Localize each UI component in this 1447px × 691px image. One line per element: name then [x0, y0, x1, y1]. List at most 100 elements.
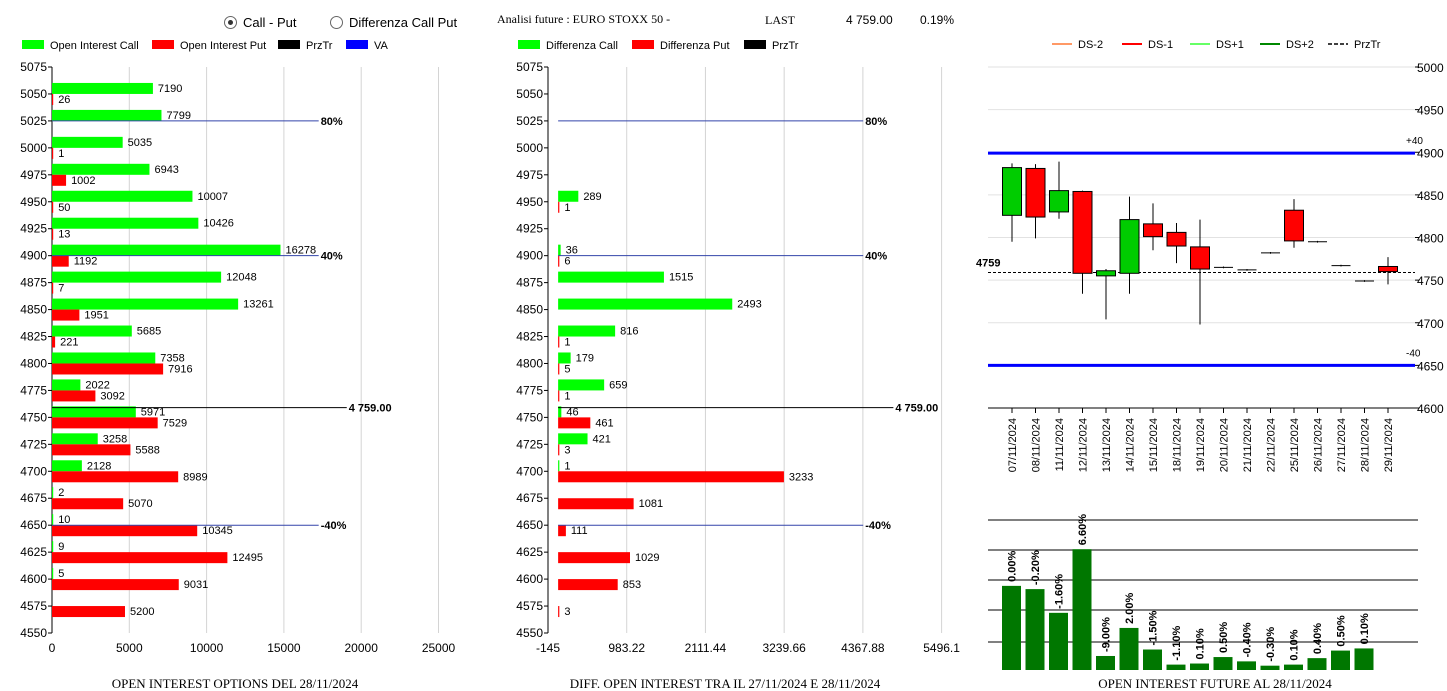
oi-y-tick-label: 4750: [20, 410, 47, 424]
oi-future-bar-label: -0.30%: [1265, 627, 1277, 662]
candle-body: [1072, 190, 1093, 274]
oi-bar-label: 7358: [160, 352, 184, 364]
oi-y-tick-label: 4825: [20, 330, 47, 344]
oi-bar-call: [52, 514, 54, 526]
candle-x-tick-label: 08/11/2024: [1031, 418, 1043, 472]
oi-bar-label: 16278: [285, 245, 316, 257]
oi-bar-label: 5685: [137, 326, 161, 338]
candle-band-label: +40: [1406, 136, 1423, 147]
diff-level-label: -40%: [865, 520, 891, 532]
diff-bar-label: 179: [576, 352, 594, 364]
oi-bar-label: 50: [58, 202, 70, 214]
oi-bar-label: 1: [58, 148, 64, 160]
diff-bar-label: 1: [564, 390, 570, 402]
diff-bar-label: 111: [571, 525, 588, 537]
diff-bar-label: 1: [564, 460, 570, 472]
diff-y-tick-label: 4975: [516, 168, 543, 182]
diff-y-tick-label: 5025: [516, 114, 543, 128]
oi-bar-put: [52, 579, 179, 591]
diff-bar-call: [558, 406, 562, 418]
candle-y-tick-label: 4700: [1417, 317, 1444, 331]
diff-y-tick-label: 4950: [516, 195, 543, 209]
oi-y-tick-label: 5050: [20, 87, 47, 101]
oi-bar-call: [52, 163, 150, 175]
oi-future-bar: [1072, 549, 1092, 670]
diff-bar-label: 36: [566, 245, 578, 257]
oi-future-bar-label: -1.50%: [1148, 610, 1160, 645]
diff-bar-put: [558, 525, 566, 537]
oi-bar-label: 13: [58, 229, 70, 241]
oi-bar-call: [52, 271, 222, 283]
oi-y-tick-label: 4675: [20, 491, 47, 505]
diff-y-tick-label: 4850: [516, 303, 543, 317]
candle-body: [1190, 246, 1210, 270]
oi-bar-label: 5588: [135, 444, 159, 456]
oi-bar-put: [52, 309, 80, 321]
oi-bar-call: [52, 379, 81, 391]
last-label: LAST: [765, 13, 795, 27]
mode-radio-diff[interactable]: [330, 16, 343, 29]
oi-future-bar: [1260, 665, 1280, 670]
candle-x-tick-label: 14/11/2024: [1125, 418, 1137, 472]
candle-body: [1284, 209, 1304, 242]
oi-bar-label: 12048: [226, 272, 257, 284]
oi-bar-label: 1192: [74, 256, 98, 268]
oi-bar-label: 2: [58, 487, 64, 499]
oi-future-bar-label: 0.10%: [1195, 628, 1207, 659]
oi-future-bar-label: -0.40%: [1242, 622, 1254, 657]
oi-bar-put: [52, 417, 158, 429]
candle-y-tick-label: 4650: [1417, 359, 1444, 373]
oi-bar-label: 5200: [130, 606, 154, 618]
oi-bar-put: [52, 147, 54, 159]
diff-y-tick-label: 4650: [516, 518, 543, 532]
diff-bar-label: 2493: [737, 299, 761, 311]
candle-legend-label: DS-2: [1078, 39, 1103, 51]
candle-legend-label: DS+1: [1216, 39, 1244, 51]
oi-bar-call: [52, 352, 156, 364]
oi-future-bar: [1119, 627, 1139, 670]
diff-bar-call: [558, 298, 733, 310]
diff-level-label: 4 759.00: [895, 403, 938, 415]
oi-future-bar-label: -0.20%: [1030, 550, 1042, 585]
mode-label-call-put[interactable]: Call - Put: [243, 15, 297, 30]
mode-radio-call-put[interactable]: [224, 16, 237, 29]
candle-x-tick-label: 27/11/2024: [1336, 418, 1348, 472]
diff-bar-label: 853: [623, 579, 641, 591]
diff-bar-call: [558, 190, 579, 202]
oi-y-tick-label: 4700: [20, 464, 47, 478]
oi-bar-label: 2022: [85, 379, 109, 391]
oi-legend-label: Open Interest Put: [180, 40, 266, 52]
oi-future-bar: [1096, 655, 1115, 670]
oi-y-tick-label: 4800: [20, 356, 47, 370]
diff-bar-label: 1: [564, 202, 570, 214]
diff-x-tick-label: 3239.66: [762, 641, 806, 655]
oi-future-bar: [1025, 589, 1045, 670]
candle-y-tick-label: 4900: [1417, 146, 1444, 160]
diff-bar-label: 461: [595, 417, 613, 429]
diff-y-tick-label: 4625: [516, 545, 543, 559]
diff-y-tick-label: 4875: [516, 276, 543, 290]
oi-y-tick-label: 4850: [20, 303, 47, 317]
diff-bar-label: 3: [564, 444, 570, 456]
candle-legend-label: DS-1: [1148, 39, 1173, 51]
oi-bar-label: 10345: [202, 525, 233, 537]
oi-bar-label: 7916: [168, 363, 192, 375]
oi-y-tick-label: 5000: [20, 141, 47, 155]
diff-bar-put: [558, 471, 784, 483]
mode-label-diff[interactable]: Differenza Call Put: [349, 15, 458, 30]
diff-legend-label: PrzTr: [772, 40, 799, 52]
oi-future-bar: [1284, 664, 1303, 670]
oi-title: OPEN INTEREST OPTIONS DEL 28/11/2024: [112, 676, 359, 691]
diff-y-tick-label: 4825: [516, 330, 543, 344]
oi-bar-label: 9: [58, 541, 64, 553]
oi-bar-call: [52, 190, 193, 202]
diff-x-tick-label: -145: [536, 641, 560, 655]
diff-bar-call: [558, 433, 588, 445]
candle-y-tick-label: 4850: [1417, 189, 1444, 203]
diff-bar-put: [558, 336, 560, 348]
oi-y-tick-label: 4975: [20, 168, 47, 182]
diff-y-tick-label: 4900: [516, 249, 543, 263]
diff-bar-label: 1081: [639, 498, 663, 510]
oi-bar-label: 7529: [163, 417, 187, 429]
oi-level-label: 4 759.00: [349, 403, 392, 415]
